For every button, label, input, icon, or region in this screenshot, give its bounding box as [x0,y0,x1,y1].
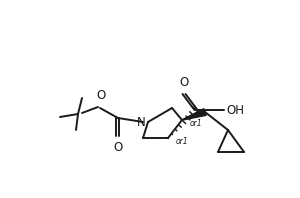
Text: or1: or1 [176,137,189,147]
Text: O: O [179,76,189,89]
Text: OH: OH [226,104,244,116]
Polygon shape [182,109,206,120]
Text: O: O [113,141,123,154]
Text: N: N [136,115,146,129]
Text: or1: or1 [190,118,203,128]
Text: O: O [96,89,106,102]
